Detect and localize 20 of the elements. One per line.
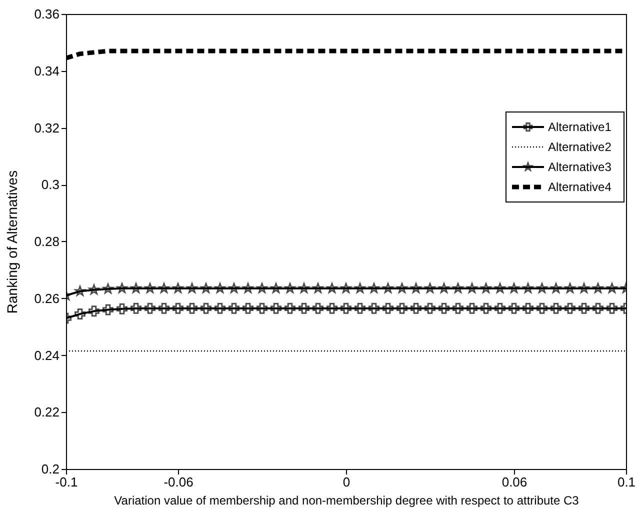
y-tick-label: 0.28: [34, 234, 60, 249]
x-tick-label: 0.1: [617, 474, 636, 490]
legend-label: Alternative2: [548, 140, 612, 154]
y-tick-label: 0.32: [34, 120, 60, 136]
x-tick-label: 0: [342, 474, 350, 490]
y-tick-label: 0.2: [41, 462, 60, 476]
legend-label: Alternative4: [548, 180, 612, 194]
x-tick-label: -0.06: [164, 474, 194, 490]
x-tick-label: -0.1: [55, 474, 78, 490]
y-axis-title: Ranking of Alternatives: [4, 170, 20, 314]
y-tick-label: 0.36: [34, 6, 60, 22]
legend-label: Alternative3: [548, 160, 612, 174]
x-axis-title: Variation value of membership and non-membership degree with respect to attribute C3: [114, 494, 580, 508]
legend-label: Alternative1: [548, 120, 612, 134]
y-tick-label: 0.3: [41, 177, 60, 192]
y-tick-label: 0.24: [34, 348, 60, 363]
x-tick-label: 0.06: [502, 474, 528, 490]
y-tick-label: 0.26: [34, 290, 60, 306]
y-tick-label: 0.22: [34, 404, 60, 420]
y-tick-label: 0.34: [34, 63, 60, 78]
